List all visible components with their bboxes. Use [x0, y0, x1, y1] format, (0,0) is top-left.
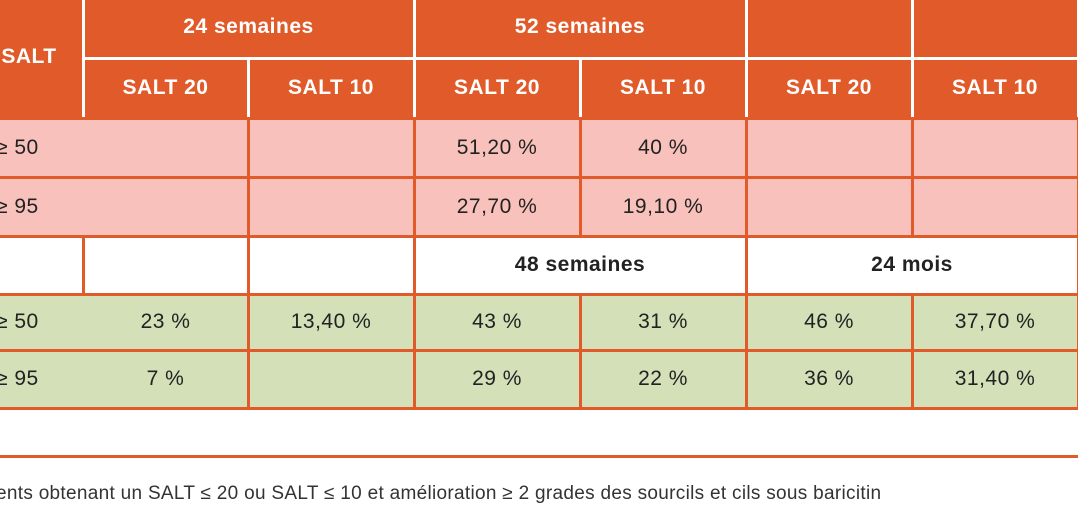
value-cell: [84, 119, 247, 176]
header-cell: SALT 20: [747, 59, 911, 117]
value-cell: 19,10 %: [581, 178, 745, 235]
value-cell: 36 %: [747, 351, 911, 407]
value-cell: [249, 119, 413, 176]
value-cell: 51,20 %: [415, 119, 579, 176]
row-label: ≥ 50: [0, 119, 101, 176]
value-cell: 43 %: [415, 295, 579, 349]
value-cell: 29 %: [415, 351, 579, 407]
value-cell: [249, 178, 413, 235]
value-cell: [84, 178, 247, 235]
row-label: ≥ 95: [0, 351, 101, 407]
bottom-rule: [0, 455, 1078, 458]
value-cell: 31 %: [581, 295, 745, 349]
header-cell: SALT 10: [913, 59, 1077, 117]
value-cell: 37,70 %: [913, 295, 1077, 349]
header-cell: 24 semaines: [84, 0, 413, 57]
header-cell: SALT: [0, 0, 82, 117]
value-cell: 13,40 %: [249, 295, 413, 349]
empty-cell: [0, 237, 82, 293]
value-cell: 40 %: [581, 119, 745, 176]
header-cell: 52 semaines: [415, 0, 745, 57]
period-label: 24 mois: [747, 237, 1077, 293]
header-cell: SALT 20: [415, 59, 579, 117]
value-cell: 23 %: [84, 295, 247, 349]
header-cell: SALT 10: [581, 59, 745, 117]
header-cell: [913, 0, 1077, 57]
value-cell: [249, 351, 413, 407]
empty-cell: [84, 237, 247, 293]
value-cell: [913, 119, 1077, 176]
header-cell: SALT 20: [84, 59, 247, 117]
period-label: 48 semaines: [415, 237, 745, 293]
row-label: ≥ 95: [0, 178, 101, 235]
empty-cell: [249, 237, 413, 293]
value-cell: 31,40 %: [913, 351, 1077, 407]
value-cell: [747, 178, 911, 235]
value-cell: 27,70 %: [415, 178, 579, 235]
value-cell: [747, 119, 911, 176]
value-cell: 7 %: [84, 351, 247, 407]
row-label: ≥ 50: [0, 295, 101, 349]
value-cell: 22 %: [581, 351, 745, 407]
footnote: ents obtenant un SALT ≤ 20 ou SALT ≤ 10 …: [0, 483, 882, 504]
value-cell: [913, 178, 1077, 235]
value-cell: 46 %: [747, 295, 911, 349]
header-cell: [747, 0, 911, 57]
header-cell: SALT 10: [249, 59, 413, 117]
